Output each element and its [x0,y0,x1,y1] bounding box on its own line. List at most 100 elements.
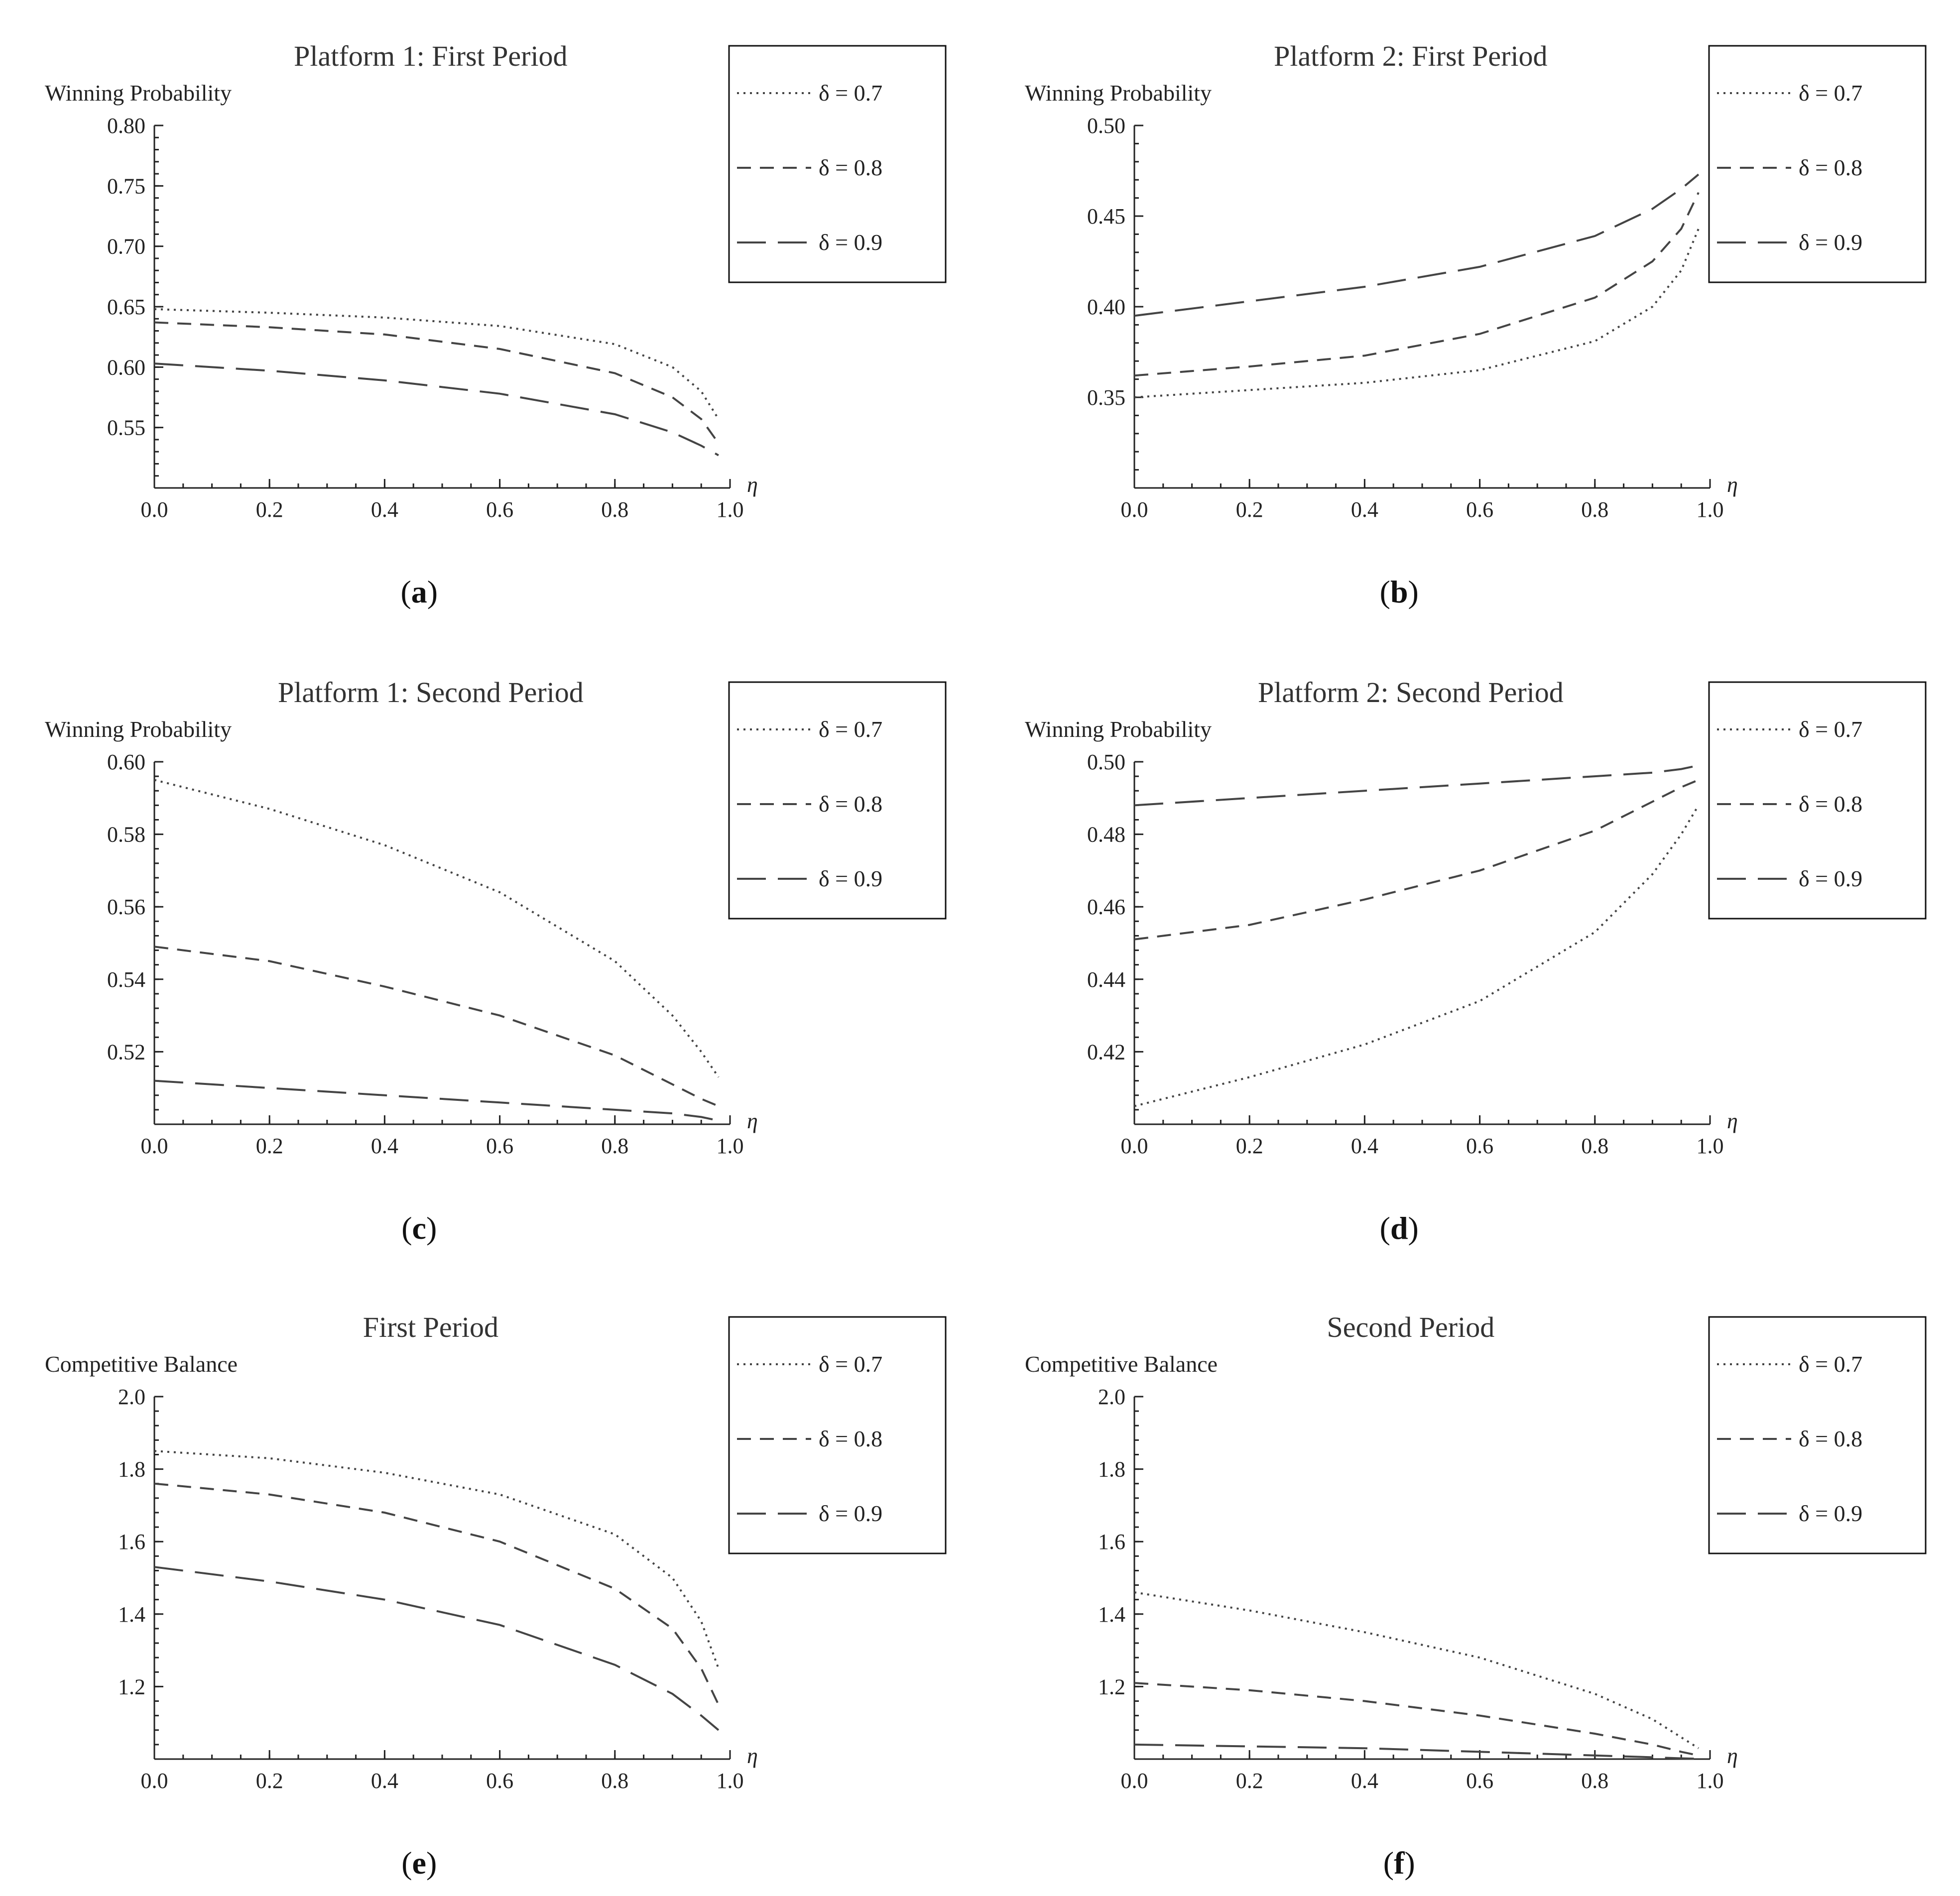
y-tick-label: 2.0 [118,1385,145,1409]
series-line-dotted [1134,228,1700,398]
x-tick-label: 0.4 [1351,1134,1378,1158]
y-tick-label: 0.46 [1087,895,1125,919]
legend-label: δ = 0.8 [819,155,882,180]
legend-label: δ = 0.9 [1799,230,1862,255]
x-tick-label: 0.8 [1581,1769,1608,1793]
panel-letter: d [1390,1210,1408,1246]
y-tick-label: 0.58 [107,823,145,847]
y-tick-label: 0.60 [107,750,145,774]
panel-b: Platform 2: First Period Winning Probabil… [1025,40,1927,609]
legend-label: δ = 0.9 [819,230,882,255]
legend-label: δ = 0.8 [1799,791,1862,817]
chart-title: Second Period [1327,1311,1495,1343]
x-tick-label: 0.6 [486,497,513,522]
x-axis-label: η [1727,1109,1738,1133]
x-axis-label: η [747,473,758,497]
x-tick-label: 0.0 [141,1769,168,1793]
panel-caption: (f) [1383,1845,1415,1881]
legend-label: δ = 0.7 [1799,1351,1862,1377]
x-tick-label: 0.6 [1466,1769,1493,1793]
x-tick-label: 0.0 [141,1134,168,1158]
y-tick-label: 1.4 [118,1602,145,1627]
x-tick-label: 0.0 [1121,497,1148,522]
legend-label: δ = 0.8 [819,1426,882,1451]
series-line-dashed [154,321,720,444]
y-tick-label: 1.6 [1098,1530,1125,1554]
y-tick-label: 0.44 [1087,967,1125,992]
series-line-dashed [1134,1682,1699,1757]
panel-a: Platform 1: First Period Winning Probabil… [45,40,947,609]
y-tick-label: 0.50 [1087,750,1125,774]
x-tick-label: 0.2 [256,1134,283,1158]
y-tick-label: 0.56 [107,895,145,919]
chart-title: Platform 1: First Period [294,40,567,72]
y-axis-label: Winning Probability [1025,716,1212,742]
series-line-dotted [1134,1591,1699,1749]
y-tick-label: 1.4 [1098,1602,1125,1627]
panel-letter: b [1390,574,1408,609]
panel-caption: (b) [1380,574,1419,609]
y-tick-label: 0.45 [1087,204,1125,229]
series-line-dotted [154,779,720,1078]
legend-label: δ = 0.7 [819,80,882,106]
x-tick-label: 0.2 [1236,1769,1263,1793]
legend [1708,45,1927,283]
y-tick-label: 0.50 [1087,114,1125,138]
y-tick-label: 0.54 [107,967,145,992]
y-tick-label: 0.60 [107,355,145,379]
y-tick-label: 0.70 [107,235,145,259]
y-tick-label: 0.75 [107,174,145,198]
panel-d: Platform 2: Second Period Winning Probabi… [1025,676,1927,1246]
x-tick-label: 0.8 [601,1134,628,1158]
x-tick-label: 0.2 [256,497,283,522]
y-axis-label: Competitive Balance [1025,1351,1218,1377]
x-tick-label: 0.8 [1581,497,1608,522]
panel-letter: a [411,574,427,609]
x-tick-label: 0.2 [1236,497,1263,522]
panel-caption: (d) [1380,1210,1419,1246]
y-tick-label: 2.0 [1098,1385,1125,1409]
x-tick-label: 0.0 [1121,1134,1148,1158]
x-tick-label: 0.6 [486,1769,513,1793]
y-tick-label: 0.42 [1087,1040,1125,1064]
x-tick-label: 0.8 [1581,1134,1608,1158]
y-axis-label: Competitive Balance [45,1351,238,1377]
y-tick-label: 0.40 [1087,295,1125,319]
x-tick-label: 0.4 [371,1134,398,1158]
series-line-dashed [1134,779,1699,941]
x-tick-label: 1.0 [717,497,744,522]
legend-label: δ = 0.9 [1799,1501,1862,1526]
x-tick-label: 0.4 [371,1769,398,1793]
x-tick-label: 0.4 [1351,1769,1378,1793]
x-tick-label: 0.8 [601,497,628,522]
y-tick-label: 0.65 [107,295,145,319]
panel-caption: (a) [400,574,438,609]
x-tick-label: 0.2 [1236,1134,1263,1158]
y-axis-label: Winning Probability [45,80,232,106]
x-tick-label: 1.0 [1697,497,1724,522]
legend-label: δ = 0.8 [1799,155,1862,180]
x-axis-label: η [747,1109,758,1133]
x-tick-label: 0.4 [1351,497,1378,522]
legend-label: δ = 0.8 [1799,1426,1862,1451]
series-line-longdash [154,1566,720,1731]
legend-label: δ = 0.7 [1799,80,1862,106]
x-tick-label: 0.2 [256,1769,283,1793]
series-line-dashed [154,1482,720,1705]
x-tick-label: 0.0 [141,497,168,522]
x-axis-label: η [1727,1744,1738,1768]
y-tick-label: 1.8 [118,1457,145,1482]
legend-label: δ = 0.7 [819,1351,882,1377]
y-tick-label: 0.48 [1087,823,1125,847]
y-tick-label: 0.35 [1087,385,1125,410]
panel-letter: c [412,1210,426,1246]
y-tick-label: 0.55 [107,416,145,440]
panel-e: First Period Competitive Balance 0.0 0.2 0.4… [45,1311,947,1881]
y-axis-label: Winning Probability [45,716,232,742]
legend-label: δ = 0.7 [1799,716,1862,742]
series-line-dotted [154,308,720,420]
chart-title: Platform 2: Second Period [1258,676,1564,709]
x-tick-label: 0.6 [1466,497,1493,522]
legend-label: δ = 0.9 [819,866,882,891]
x-tick-label: 1.0 [1697,1769,1724,1793]
